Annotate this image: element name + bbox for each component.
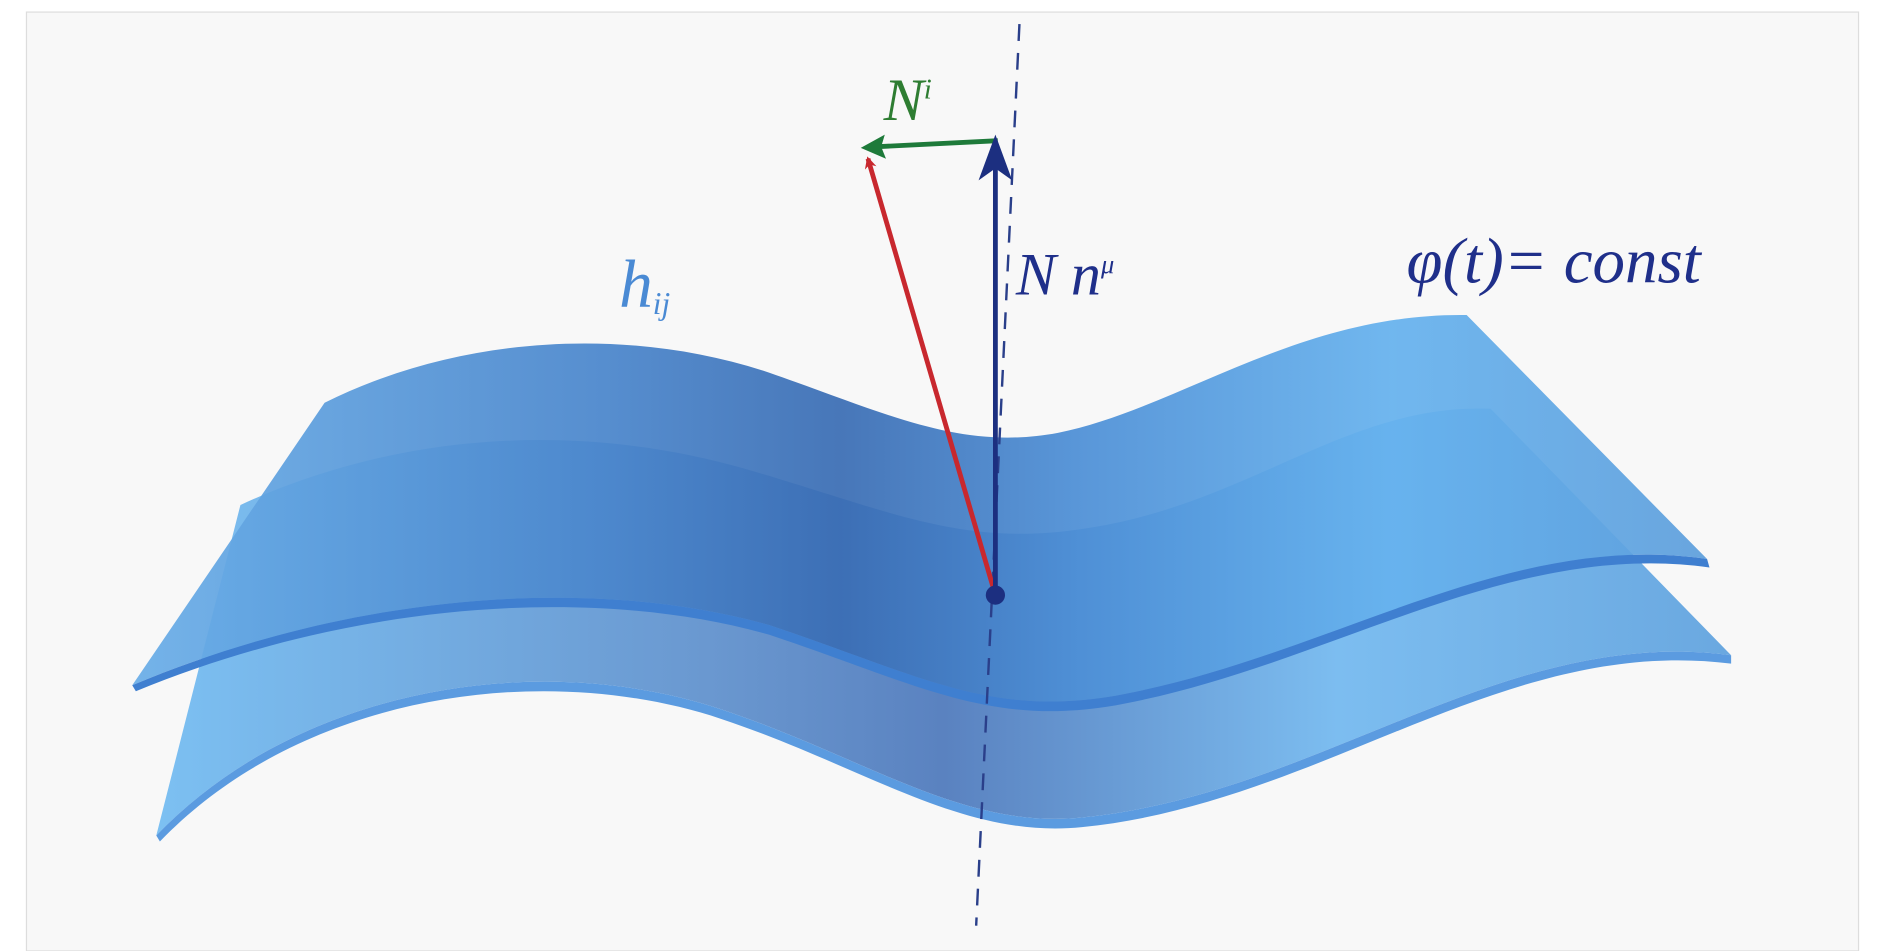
normal-base: N n	[1015, 242, 1101, 309]
normal-label: N nμ	[1015, 242, 1114, 309]
shift-sup: i	[924, 74, 932, 106]
normal-sup: μ	[1100, 249, 1114, 279]
metric-base: h	[619, 247, 653, 322]
surface-label: φ(t)= const	[1407, 226, 1703, 298]
diagram: Ni N nμ hij φ(t)= const	[0, 0, 1885, 951]
metric-sub: ij	[653, 286, 670, 321]
origin-point	[986, 585, 1005, 604]
shift-base: N	[883, 67, 927, 134]
